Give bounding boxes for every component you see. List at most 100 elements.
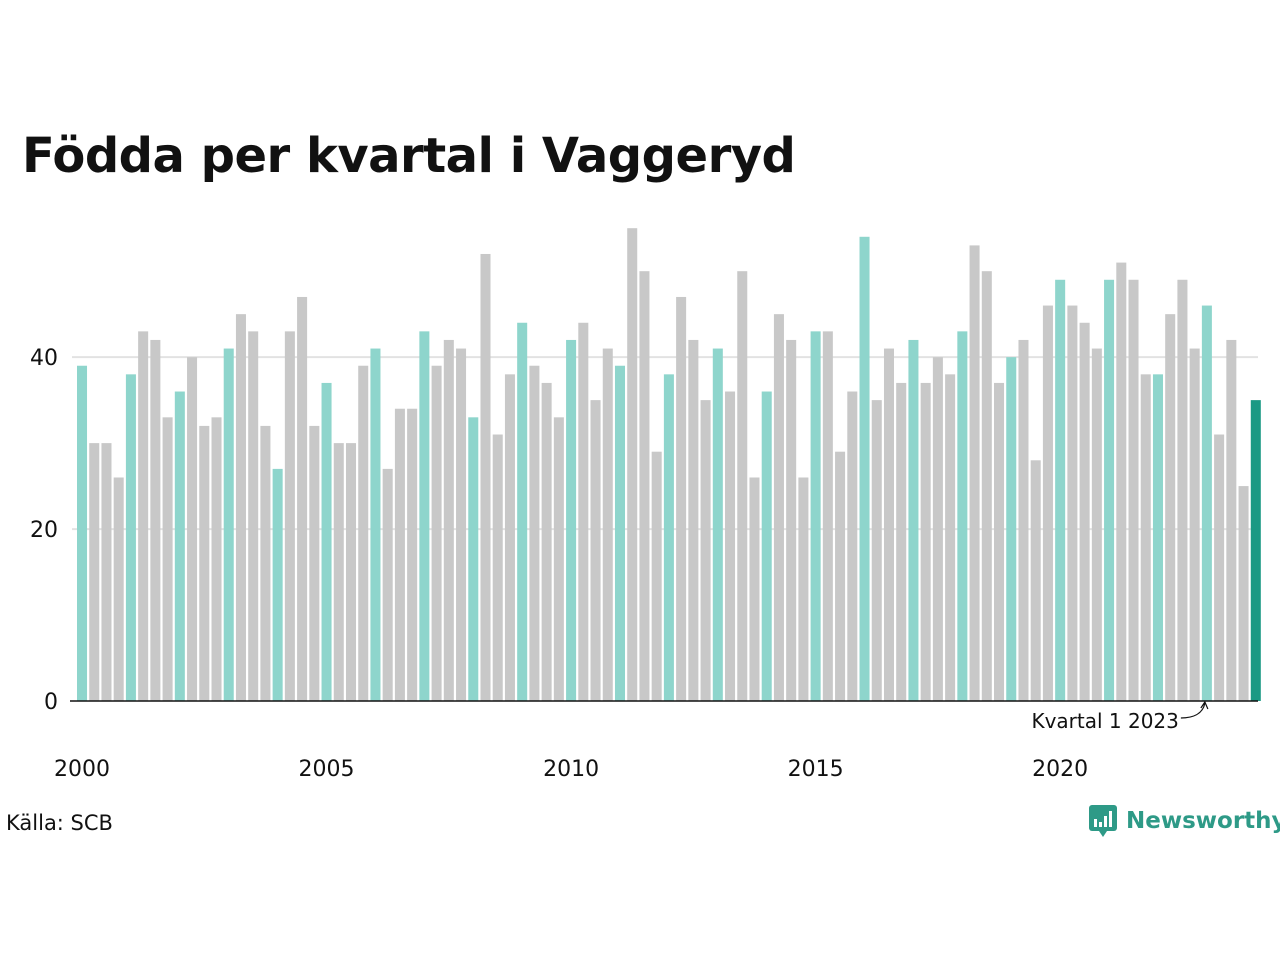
- bar: [835, 451, 846, 701]
- bar: [602, 348, 613, 701]
- annotation-arrow: [1180, 700, 1209, 719]
- bar: [1030, 460, 1041, 701]
- chart-title: Födda per kvartal i Vaggeryd: [22, 128, 796, 184]
- bar: [590, 400, 601, 701]
- bar: [932, 357, 943, 701]
- bar: [614, 365, 626, 701]
- bar: [443, 339, 454, 701]
- bar: [896, 382, 907, 701]
- brand-logo: Newsworthy: [1088, 804, 1280, 838]
- bar: [150, 339, 161, 701]
- bars: [77, 228, 1261, 701]
- bar: [419, 331, 430, 701]
- bar: [1018, 339, 1029, 701]
- bar: [798, 477, 809, 701]
- y-tick-label: 0: [44, 690, 58, 715]
- bar: [1042, 305, 1053, 701]
- bar: [945, 374, 956, 701]
- bar: [810, 331, 821, 701]
- bar: [1140, 374, 1151, 701]
- bar: [1091, 348, 1102, 701]
- bar: [113, 477, 124, 701]
- bar: [284, 331, 295, 701]
- bar: [700, 400, 711, 701]
- bar: [223, 348, 234, 701]
- bar: [1128, 279, 1139, 701]
- bar: [920, 382, 931, 701]
- bar: [248, 331, 259, 701]
- bar: [358, 365, 369, 701]
- bar: [1226, 339, 1237, 701]
- bar: [529, 365, 540, 701]
- bar: [639, 271, 650, 701]
- bar: [407, 408, 418, 701]
- newsworthy-logo-icon: [1089, 805, 1117, 837]
- bar: [1006, 357, 1017, 701]
- x-tick-label: 2000: [54, 757, 110, 782]
- bar: [431, 365, 442, 701]
- x-tick-label: 2005: [299, 757, 355, 782]
- bar: [394, 408, 405, 701]
- bar: [871, 400, 882, 701]
- bar: [663, 374, 674, 701]
- bar: [1214, 434, 1225, 701]
- bar: [1189, 348, 1200, 701]
- bar: [773, 314, 784, 701]
- bar: [908, 339, 919, 701]
- x-tick-label: 2015: [788, 757, 844, 782]
- x-tick-label: 2020: [1032, 757, 1088, 782]
- bar: [174, 391, 185, 701]
- bar: [1165, 314, 1176, 701]
- bar: [235, 314, 246, 701]
- axes: 0 20 40 2000 2005 2010 2015 2020: [30, 346, 1258, 782]
- bar: [260, 425, 271, 701]
- bar: [566, 339, 577, 701]
- bar: [480, 253, 491, 701]
- bar: [761, 391, 772, 701]
- bar: [456, 348, 467, 701]
- bar: [333, 443, 344, 701]
- bar: [187, 357, 198, 701]
- bar: [1116, 262, 1127, 701]
- bar: [309, 425, 320, 701]
- bar: [211, 417, 222, 701]
- bar: [382, 468, 393, 701]
- bar: [77, 365, 88, 701]
- bar: [1055, 279, 1066, 701]
- bar: [468, 417, 479, 701]
- bar: [321, 382, 332, 701]
- bar: [1067, 305, 1078, 701]
- bar: [822, 331, 833, 701]
- annotation: Kvartal 1 2023: [1031, 700, 1209, 733]
- bar: [847, 391, 858, 701]
- bar: [1104, 279, 1115, 701]
- y-tick-label: 40: [30, 346, 58, 371]
- bar: [1250, 400, 1261, 701]
- bar: [125, 374, 136, 701]
- bar: [859, 236, 870, 701]
- bar: [504, 374, 515, 701]
- bar: [688, 339, 699, 701]
- bar: [101, 443, 112, 701]
- bar: [969, 245, 980, 701]
- bar: [541, 382, 552, 701]
- bar: [199, 425, 210, 701]
- brand-name: Newsworthy: [1126, 808, 1280, 834]
- bar: [627, 228, 638, 701]
- bar: [138, 331, 149, 701]
- bar: [786, 339, 797, 701]
- x-tick-label: 2010: [543, 757, 599, 782]
- bar: [737, 271, 748, 701]
- bar: [162, 417, 173, 701]
- bar: [89, 443, 100, 701]
- bar: [1238, 486, 1249, 701]
- bar: [272, 468, 283, 701]
- bar: [1177, 279, 1188, 701]
- bar: [345, 443, 357, 701]
- source-label: Källa: SCB: [6, 811, 113, 835]
- bar: [370, 348, 381, 701]
- bar: [517, 322, 528, 701]
- bar: [1152, 374, 1163, 701]
- bar: [981, 271, 992, 701]
